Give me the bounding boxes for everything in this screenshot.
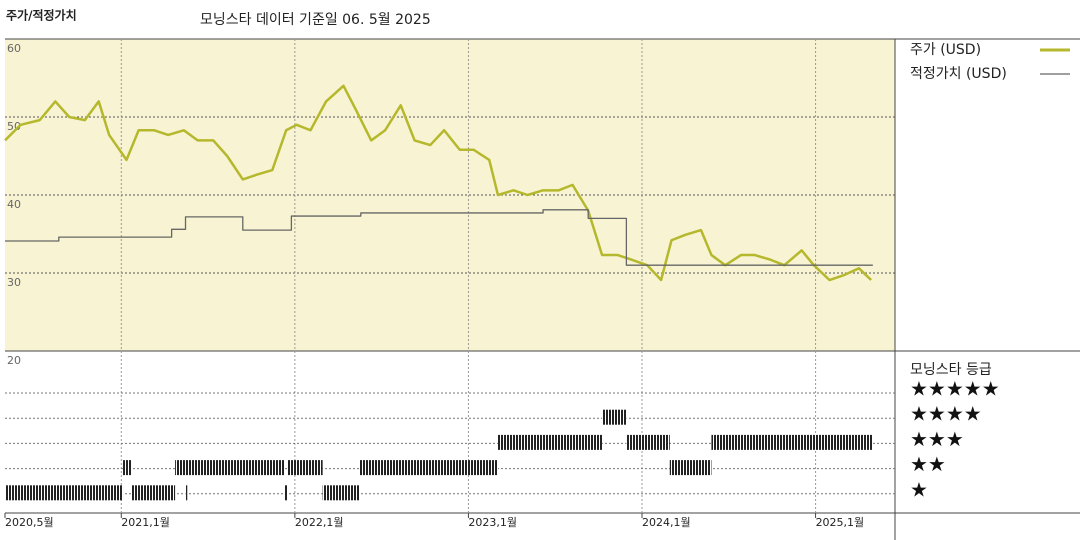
rating-bar (322, 485, 360, 501)
rating-bar (123, 460, 132, 476)
x-tick-label: 2023,1월 (468, 516, 517, 529)
series-line (5, 209, 873, 266)
x-tick-label: 2022,1월 (295, 516, 344, 529)
rating-bar (602, 409, 627, 425)
rating-label: ★★★★ (910, 402, 982, 426)
x-tick-label: 2025,1월 (816, 516, 865, 529)
y-tick-label: 20 (7, 354, 21, 367)
rating-bar (497, 434, 603, 450)
rating-bar (669, 460, 712, 476)
rating-label: ★★ (910, 452, 946, 476)
rating-bar (284, 485, 288, 501)
rating-label: ★ (910, 477, 928, 501)
rating-bar (626, 434, 670, 450)
x-tick-label: 2024,1월 (642, 516, 691, 529)
x-tick-label: 2021,1월 (121, 516, 170, 529)
rating-bar (359, 460, 498, 476)
rating-title: 모닝스타 등급 (910, 362, 992, 378)
legend-label: 적정가치 (USD) (910, 66, 1007, 82)
rating-bar (185, 485, 188, 501)
y-tick-label: 50 (7, 120, 21, 133)
rating-bar (287, 460, 323, 476)
rating-label: ★★★★★ (910, 377, 1000, 401)
rating-bar (5, 485, 124, 501)
y-tick-label: 60 (7, 42, 21, 55)
legend-label: 주가 (USD) (910, 42, 981, 58)
rating-label: ★★★ (910, 427, 964, 451)
subtitle: 모닝스타 데이터 기준일 06. 5월 2025 (200, 12, 431, 28)
x-tick-label: 2020,5월 (5, 516, 54, 529)
y-tick-label: 40 (7, 198, 21, 211)
chart-title: 주가/적정가치 (6, 8, 77, 23)
rating-bar (175, 460, 285, 476)
rating-bar (711, 434, 873, 450)
rating-bar (131, 485, 176, 501)
y-tick-label: 30 (7, 276, 21, 289)
